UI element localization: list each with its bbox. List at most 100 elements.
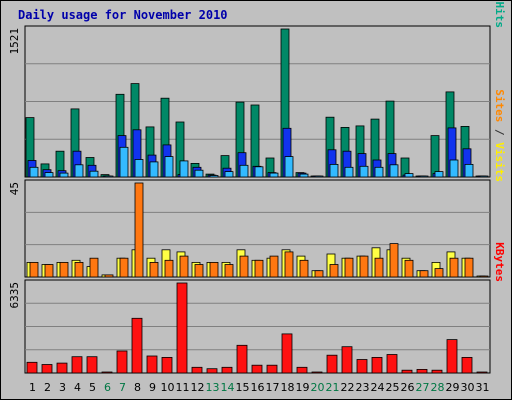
x-tick-label-14: 14 — [221, 381, 235, 394]
bar-kbytes-day-29 — [446, 339, 458, 374]
x-tick-label-19: 19 — [296, 381, 310, 394]
x-tick-label-1: 1 — [29, 381, 36, 394]
x-tick-label-12: 12 — [191, 381, 205, 394]
chart-title: Daily usage for November 2010 — [18, 8, 228, 22]
bar-pages-day-29 — [449, 159, 459, 178]
bar-kbytes-day-7 — [116, 350, 128, 374]
bar-kbytes-day-31 — [476, 371, 488, 374]
bar-kbytes-day-28 — [431, 369, 443, 374]
legend-bot-part-0: KBytes — [493, 242, 506, 282]
panel-top: 1521 Pages / Files / Hits — [8, 0, 506, 178]
bar-sites-day-19 — [299, 259, 309, 278]
bar-kbytes-day-17 — [266, 364, 278, 374]
bar-sites-day-13 — [209, 261, 219, 278]
bar-pages-day-23 — [359, 165, 369, 178]
bar-pages-day-19 — [299, 173, 309, 178]
bar-pages-day-12 — [194, 169, 204, 178]
x-tick-label-5: 5 — [89, 381, 96, 394]
bar-sites-day-22 — [344, 257, 354, 278]
panel-mid-gridlines — [25, 211, 490, 246]
bar-kbytes-day-11 — [176, 282, 188, 374]
panel-bot-max-label: 6335 — [8, 282, 21, 309]
bar-pages-day-26 — [404, 173, 414, 178]
bar-pages-day-11 — [179, 160, 189, 178]
bar-pages-day-22 — [344, 166, 354, 178]
bar-pages-day-15 — [239, 164, 249, 178]
bar-kbytes-day-1 — [26, 361, 38, 374]
x-tick-label-2: 2 — [44, 381, 51, 394]
bar-sites-day-31 — [479, 275, 489, 278]
bar-pages-day-20 — [314, 175, 324, 178]
panel-top-legend: Pages / Files / Hits — [493, 0, 506, 28]
bar-pages-day-8 — [134, 159, 144, 178]
bar-kbytes-day-24 — [371, 356, 383, 374]
panel-mid-max-label: 45 — [8, 182, 21, 195]
panel-top-bars — [25, 28, 489, 178]
panel-mid-bars — [26, 182, 489, 278]
x-tick-label-13: 13 — [206, 381, 220, 394]
bar-kbytes-day-2 — [41, 364, 53, 374]
bar-kbytes-day-27 — [416, 368, 428, 374]
legend-top-part-4: Hits — [493, 2, 506, 29]
bar-pages-day-25 — [389, 164, 399, 178]
bar-kbytes-day-10 — [161, 356, 173, 374]
x-tick-label-26: 26 — [401, 381, 415, 394]
bar-kbytes-day-18 — [281, 333, 293, 374]
bar-sites-day-27 — [419, 270, 429, 278]
x-tick-label-23: 23 — [356, 381, 370, 394]
bar-sites-day-6 — [104, 274, 114, 278]
bar-pages-day-17 — [269, 172, 279, 178]
bar-kbytes-day-15 — [236, 344, 248, 374]
bar-pages-day-13 — [209, 175, 219, 178]
bar-sites-day-29 — [449, 257, 459, 278]
x-tick-label-29: 29 — [446, 381, 460, 394]
bar-pages-day-30 — [464, 163, 474, 178]
x-tick-label-21: 21 — [326, 381, 340, 394]
bar-sites-day-15 — [239, 255, 249, 278]
bar-sites-day-24 — [374, 257, 384, 278]
bar-pages-day-18 — [284, 156, 294, 178]
bar-pages-day-27 — [419, 175, 429, 178]
chart-panels: 1521 Pages / Files / Hits 45 Sites / Visits… — [8, 0, 506, 374]
bar-kbytes-day-9 — [146, 355, 158, 374]
x-tick-label-24: 24 — [371, 381, 385, 394]
bar-sites-day-10 — [164, 259, 174, 278]
x-tick-label-16: 16 — [251, 381, 265, 394]
x-tick-label-22: 22 — [341, 381, 355, 394]
panel-bot: 6335 KBytes — [8, 242, 506, 374]
bar-pages-day-9 — [149, 161, 159, 178]
bar-pages-day-3 — [59, 172, 69, 178]
bar-pages-day-28 — [434, 171, 444, 178]
bar-kbytes-day-6 — [101, 371, 113, 374]
bar-sites-day-1 — [29, 261, 39, 278]
bar-sites-day-9 — [149, 261, 159, 278]
x-tick-label-7: 7 — [119, 381, 126, 394]
x-tick-label-17: 17 — [266, 381, 280, 394]
bar-hits-day-28 — [430, 135, 440, 178]
bar-kbytes-day-14 — [221, 366, 233, 374]
bar-kbytes-day-26 — [401, 369, 413, 374]
x-tick-label-4: 4 — [74, 381, 81, 394]
bar-sites-day-28 — [434, 268, 444, 278]
bar-pages-day-5 — [89, 170, 99, 178]
x-axis-tick-labels: 1 2 3 4 5 6 7 8 9 10 11 12 13 14 15 16 17 18 19 20 21 22 23 24 2… — [29, 381, 490, 394]
bar-kbytes-day-16 — [251, 364, 263, 374]
legend-mid-part-1: / — [493, 122, 506, 142]
bar-sites-day-30 — [464, 257, 474, 278]
bar-sites-day-7 — [119, 257, 129, 278]
bar-pages-day-24 — [374, 166, 384, 178]
x-tick-label-11: 11 — [176, 381, 190, 394]
x-tick-label-28: 28 — [431, 381, 445, 394]
x-tick-label-3: 3 — [59, 381, 66, 394]
bar-pages-day-31 — [479, 175, 489, 178]
legend-top-part-3: / — [493, 0, 506, 2]
bar-sites-day-21 — [329, 264, 339, 278]
x-tick-label-20: 20 — [311, 381, 325, 394]
bar-pages-day-10 — [164, 156, 174, 178]
bar-sites-day-23 — [359, 255, 369, 278]
bar-kbytes-day-23 — [356, 359, 368, 374]
bar-sites-day-20 — [314, 270, 324, 278]
x-tick-label-31: 31 — [476, 381, 490, 394]
bar-kbytes-day-30 — [461, 356, 473, 374]
x-tick-label-30: 30 — [461, 381, 475, 394]
